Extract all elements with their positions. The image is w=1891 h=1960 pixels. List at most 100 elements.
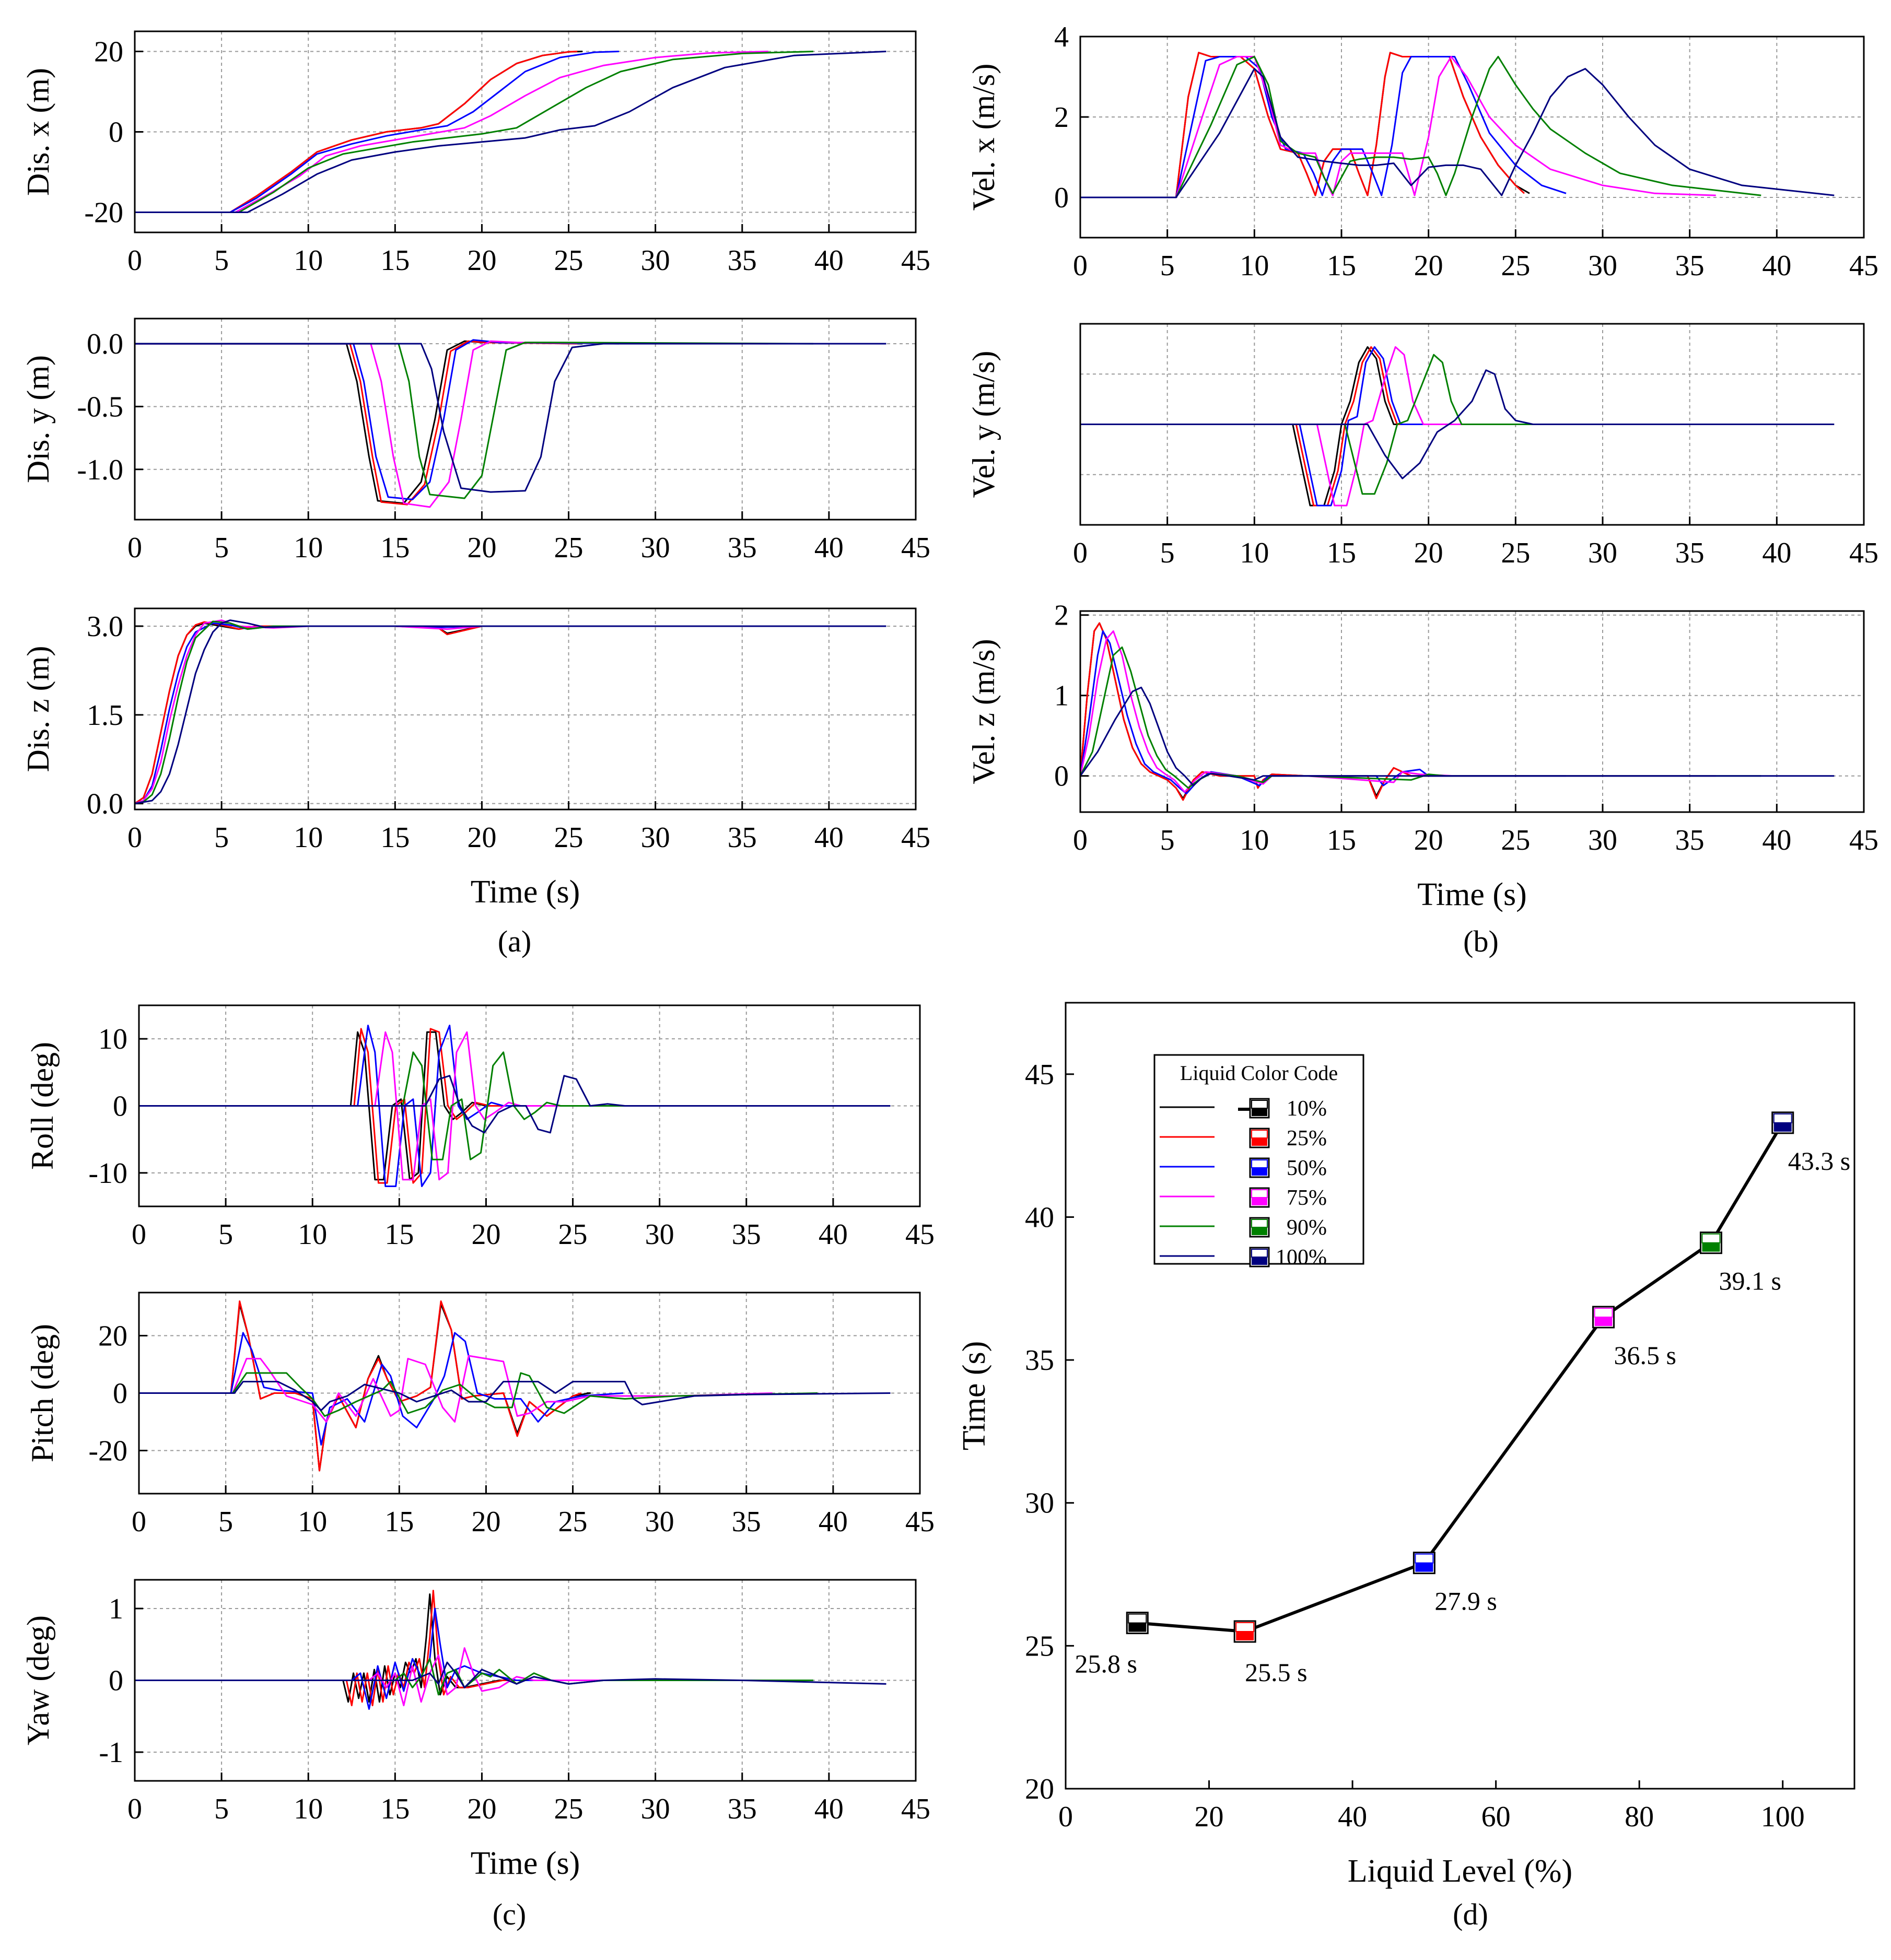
marker-fill [1236, 1632, 1254, 1640]
x-tick-label: 45 [905, 1506, 935, 1538]
series-line-100pct [1080, 68, 1835, 198]
chart-dis_y: 0 5 10 15 20 25 30 35 40 45 0.0 -0.5 -1.0 Dis. y (m) [21, 318, 930, 564]
x-tick-label: 25 [1501, 250, 1530, 282]
series-line-75pct [135, 619, 768, 805]
x-tick-label: 45 [901, 1793, 930, 1825]
y-tick-label: 0 [1054, 182, 1069, 214]
x-tick-label: 15 [380, 1793, 410, 1825]
x-tick-label: 30 [1588, 824, 1617, 856]
y-tick-label: -20 [88, 1435, 127, 1468]
x-tick-label: 0 [1073, 824, 1088, 856]
x-tick-label: 10 [1240, 824, 1269, 856]
plot-frame [134, 607, 917, 811]
series-line-100pct [135, 343, 886, 493]
x-tick-label: 35 [1675, 824, 1705, 856]
x-tick-label: 10 [294, 532, 323, 564]
x-tick-label: 20 [471, 1506, 500, 1538]
legend-marker-top [1251, 1100, 1268, 1109]
series-line-100pct [135, 619, 886, 805]
y-axis-label: Time (s) [956, 1341, 992, 1451]
y-tick-label: -1 [99, 1736, 123, 1769]
x-tick-label: 45 [1849, 250, 1878, 282]
y-tick-label: 0.0 [87, 328, 123, 360]
y-tick-label: 25 [1025, 1630, 1054, 1662]
marker-top [1128, 1613, 1147, 1624]
y-axis-label: Vel. z (m/s) [966, 639, 1001, 784]
x-axis-label: Time (s) [471, 1846, 580, 1881]
x-tick-label: 20 [1414, 824, 1443, 856]
marker-top [1701, 1233, 1721, 1243]
x-tick-label: 10 [298, 1506, 327, 1538]
series-line-100pct [139, 1075, 891, 1134]
x-tick-label: 20 [1195, 1801, 1224, 1833]
x-tick-label: 25 [554, 821, 583, 854]
y-tick-label: 30 [1025, 1487, 1054, 1520]
series-line-100pct [139, 1381, 891, 1411]
y-axis-label: Vel. x (m/s) [966, 64, 1001, 211]
series-line-25pct [139, 1028, 582, 1184]
x-tick-label: 15 [1327, 824, 1356, 856]
marker-fill [1773, 1122, 1792, 1132]
legend-marker-fill [1252, 1198, 1267, 1205]
series-line-25pct [139, 1300, 582, 1472]
x-tick-label: 40 [819, 1506, 848, 1538]
legend-marker-fill [1252, 1168, 1267, 1176]
panel-label-d: (d) [1453, 1897, 1488, 1931]
x-tick-label: 15 [1327, 537, 1356, 569]
series-line-10pct [1080, 346, 1533, 507]
x-tick-label: 5 [214, 244, 229, 277]
y-axis-label: Dis. y (m) [21, 355, 55, 483]
x-tick-label: 40 [819, 1218, 848, 1251]
x-tick-label: 15 [380, 821, 410, 854]
y-tick-label: 1.5 [87, 699, 123, 732]
x-tick-label: 35 [728, 244, 757, 277]
x-tick-label: 15 [384, 1218, 414, 1251]
x-tick-label: 10 [294, 1793, 323, 1825]
series-line-90pct [1080, 354, 1761, 495]
y-tick-label: 3.0 [87, 611, 123, 643]
panel-label-a: (a) [498, 924, 531, 958]
series-line-75pct [139, 1355, 773, 1423]
legend-marker-fill [1252, 1227, 1267, 1235]
x-tick-label: 45 [901, 821, 930, 854]
point-label: 36.5 s [1614, 1341, 1676, 1370]
plot-frame [1079, 610, 1865, 813]
x-tick-label: 45 [905, 1218, 935, 1251]
x-tick-label: 10 [1240, 537, 1269, 569]
legend-label-10pct: 10% [1287, 1097, 1327, 1121]
series-line-75pct [1080, 346, 1716, 507]
chart-vel_z: 0 5 10 15 20 25 30 35 40 45 0 1 2 Vel. z (m/s) Time (s… [966, 600, 1878, 912]
x-tick-label: 40 [1762, 824, 1791, 856]
x-tick-label: 25 [558, 1218, 588, 1251]
x-tick-label: 5 [214, 821, 229, 854]
y-tick-label: -10 [88, 1157, 127, 1190]
y-tick-label: 10 [98, 1023, 127, 1055]
series-line-25pct [1080, 622, 1524, 801]
x-tick-label: 35 [732, 1218, 761, 1251]
marker-top [1594, 1308, 1613, 1318]
legend-marker-fill [1252, 1138, 1267, 1146]
series-line-75pct [139, 1031, 773, 1181]
x-tick-label: 25 [554, 532, 583, 564]
series-line-90pct [139, 1051, 818, 1160]
x-tick-label: 35 [1675, 250, 1705, 282]
y-axis-label: Roll (deg) [25, 1042, 60, 1170]
chart-pitch: 0 5 10 15 20 25 30 35 40 45 -20 0 20 Pitch (deg) [25, 1292, 935, 1538]
x-tick-label: 5 [1160, 824, 1175, 856]
x-tick-label: 25 [554, 244, 583, 277]
y-tick-label: 20 [94, 36, 123, 68]
x-tick-label: 45 [1849, 824, 1878, 856]
x-tick-label: 0 [127, 244, 142, 277]
series-line-50pct [135, 51, 619, 213]
x-tick-label: 10 [294, 244, 323, 277]
plot-frame [138, 1292, 921, 1495]
series-line-75pct [135, 340, 768, 508]
plot-frame [134, 30, 917, 233]
x-tick-label: 35 [728, 1793, 757, 1825]
x-tick-label: 0 [132, 1218, 146, 1251]
y-tick-label: -0.5 [77, 391, 123, 423]
x-tick-label: 15 [384, 1506, 414, 1538]
x-tick-label: 40 [1762, 537, 1791, 569]
x-tick-label: 20 [471, 1218, 500, 1251]
